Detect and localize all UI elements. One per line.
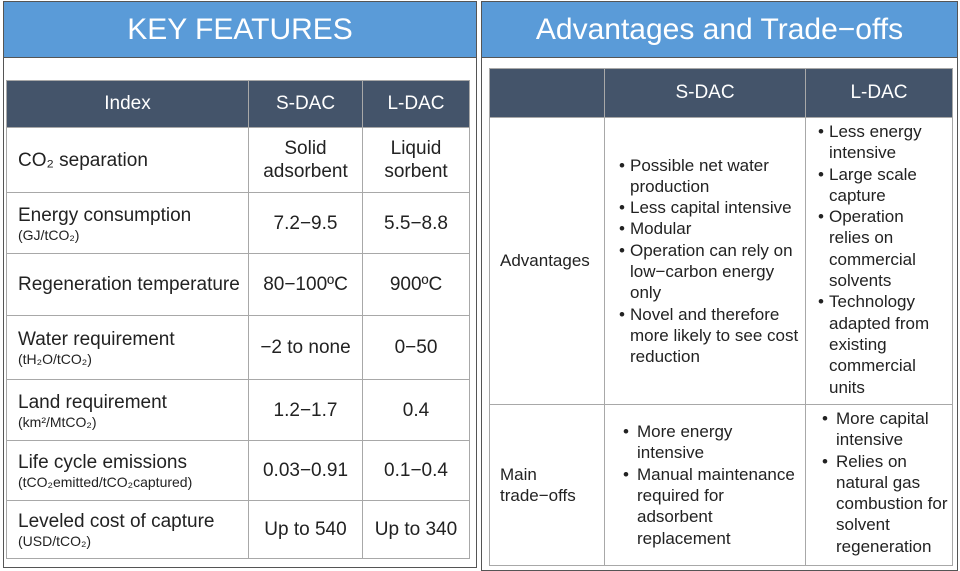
unit-label: (km²/MtCO₂) (18, 413, 97, 430)
bullet-item: Operation can rely on low−carbon energy … (619, 240, 799, 304)
table-header-row: Index S-DAC L-DAC (6, 80, 470, 128)
header-l-dac: L-DAC (805, 68, 953, 118)
s-dac-value: Up to 540 (248, 500, 363, 559)
key-features-title: KEY FEATURES (4, 2, 476, 58)
index-cell: Regeneration temperature (6, 253, 249, 316)
table-row: Main trade−offs More energy intensiveMan… (489, 404, 953, 566)
table-row: Advantages Possible net water production… (489, 117, 953, 405)
l-dac-value: 5.5−8.8 (362, 192, 470, 254)
index-label: Regeneration temperature (18, 274, 240, 295)
index-cell: Land requirement (km²/MtCO₂) (6, 379, 249, 441)
s-dac-cell: More energy intensiveManual maintenance … (604, 404, 806, 566)
table-row: Land requirement (km²/MtCO₂) 1.2−1.7 0.4 (6, 379, 470, 441)
header-blank (489, 68, 605, 118)
index-cell: CO₂ separation (6, 127, 249, 193)
bullet-item: Manual maintenance required for adsorben… (619, 464, 799, 549)
unit-label: (GJ/tCO₂) (18, 226, 80, 243)
header-l-dac: L-DAC (362, 80, 470, 128)
index-label: Leveled cost of capture (18, 511, 215, 532)
index-cell: Energy consumption (GJ/tCO₂) (6, 192, 249, 254)
s-dac-value: 1.2−1.7 (248, 379, 363, 441)
table-row: Regeneration temperature 80−100ºC 900ºC (6, 253, 470, 316)
bullet-item: Relies on natural gas combustion for sol… (818, 451, 948, 557)
row-label: Advantages (489, 117, 605, 405)
unit-label: (USD/tCO₂) (18, 533, 92, 549)
advantages-panel: Advantages and Trade−offs S-DAC L-DAC Ad… (481, 1, 958, 571)
bullet-item: Possible net water production (619, 155, 799, 198)
l-dac-value: Up to 340 (362, 500, 470, 559)
bullet-item: Operation relies on commercial solvents (818, 206, 948, 291)
advantages-title: Advantages and Trade−offs (482, 2, 957, 58)
index-cell: Life cycle emissions (tCO₂emitted/tCO₂cap… (6, 440, 249, 501)
l-dac-cell: More capital intensiveRelies on natural … (805, 404, 953, 566)
bullet-item: More capital intensive (818, 408, 948, 451)
s-dac-list: Possible net water productionLess capita… (619, 155, 799, 368)
l-dac-value: 900ºC (362, 253, 470, 316)
index-label: Energy consumption (18, 204, 192, 226)
l-dac-value: Liquid sorbent (362, 127, 470, 193)
l-dac-cell: Less energy intensiveLarge scale capture… (805, 117, 953, 405)
l-dac-value: 0−50 (362, 315, 470, 380)
header-s-dac: S-DAC (248, 80, 363, 128)
table-row: Water requirement (tH₂O/tCO₂) −2 to none … (6, 315, 470, 380)
advantages-table: S-DAC L-DAC Advantages Possible net wate… (489, 68, 953, 566)
bullet-item: Modular (619, 218, 799, 240)
s-dac-value: 80−100ºC (248, 253, 363, 316)
table-row: Life cycle emissions (tCO₂emitted/tCO₂cap… (6, 440, 470, 501)
s-dac-value: Solid adsorbent (248, 127, 363, 193)
table-row: Energy consumption (GJ/tCO₂) 7.2−9.5 5.5−… (6, 192, 470, 254)
index-label: CO₂ separation (18, 149, 148, 171)
s-dac-value: −2 to none (248, 315, 363, 380)
bullet-item: Novel and therefore more likely to see c… (619, 304, 799, 368)
bullet-item: More energy intensive (619, 421, 799, 464)
key-features-panel: KEY FEATURES Index S-DAC L-DAC CO₂ separ… (3, 1, 477, 568)
header-s-dac: S-DAC (604, 68, 806, 118)
table-row: Leveled cost of capture (USD/tCO₂) Up to … (6, 500, 470, 559)
bullet-item: Large scale capture (818, 164, 948, 207)
s-dac-cell: Possible net water productionLess capita… (604, 117, 806, 405)
s-dac-value: 0.03−0.91 (248, 440, 363, 501)
unit-label: (tH₂O/tCO₂) (18, 351, 92, 367)
index-label: Land requirement (18, 391, 167, 413)
table-row: CO₂ separation Solid adsorbent Liquid so… (6, 127, 470, 193)
s-dac-value: 7.2−9.5 (248, 192, 363, 254)
l-dac-list: Less energy intensiveLarge scale capture… (818, 121, 948, 398)
s-dac-list: More energy intensiveManual maintenance … (619, 421, 799, 549)
bullet-item: Technology adapted from existing commerc… (818, 291, 948, 397)
index-label: Life cycle emissions (18, 452, 187, 473)
index-cell: Water requirement (tH₂O/tCO₂) (6, 315, 249, 380)
header-index: Index (6, 80, 249, 128)
index-cell: Leveled cost of capture (USD/tCO₂) (6, 500, 249, 559)
bullet-item: Less capital intensive (619, 197, 799, 219)
l-dac-value: 0.1−0.4 (362, 440, 470, 501)
table-header-row: S-DAC L-DAC (489, 68, 953, 118)
l-dac-value: 0.4 (362, 379, 470, 441)
unit-label: (tCO₂emitted/tCO₂captured) (18, 474, 193, 490)
index-label: Water requirement (18, 329, 175, 350)
bullet-item: Less energy intensive (818, 121, 948, 164)
row-label: Main trade−offs (489, 404, 605, 566)
key-features-table: Index S-DAC L-DAC CO₂ separation Solid a… (6, 80, 470, 559)
l-dac-list: More capital intensiveRelies on natural … (818, 408, 948, 557)
